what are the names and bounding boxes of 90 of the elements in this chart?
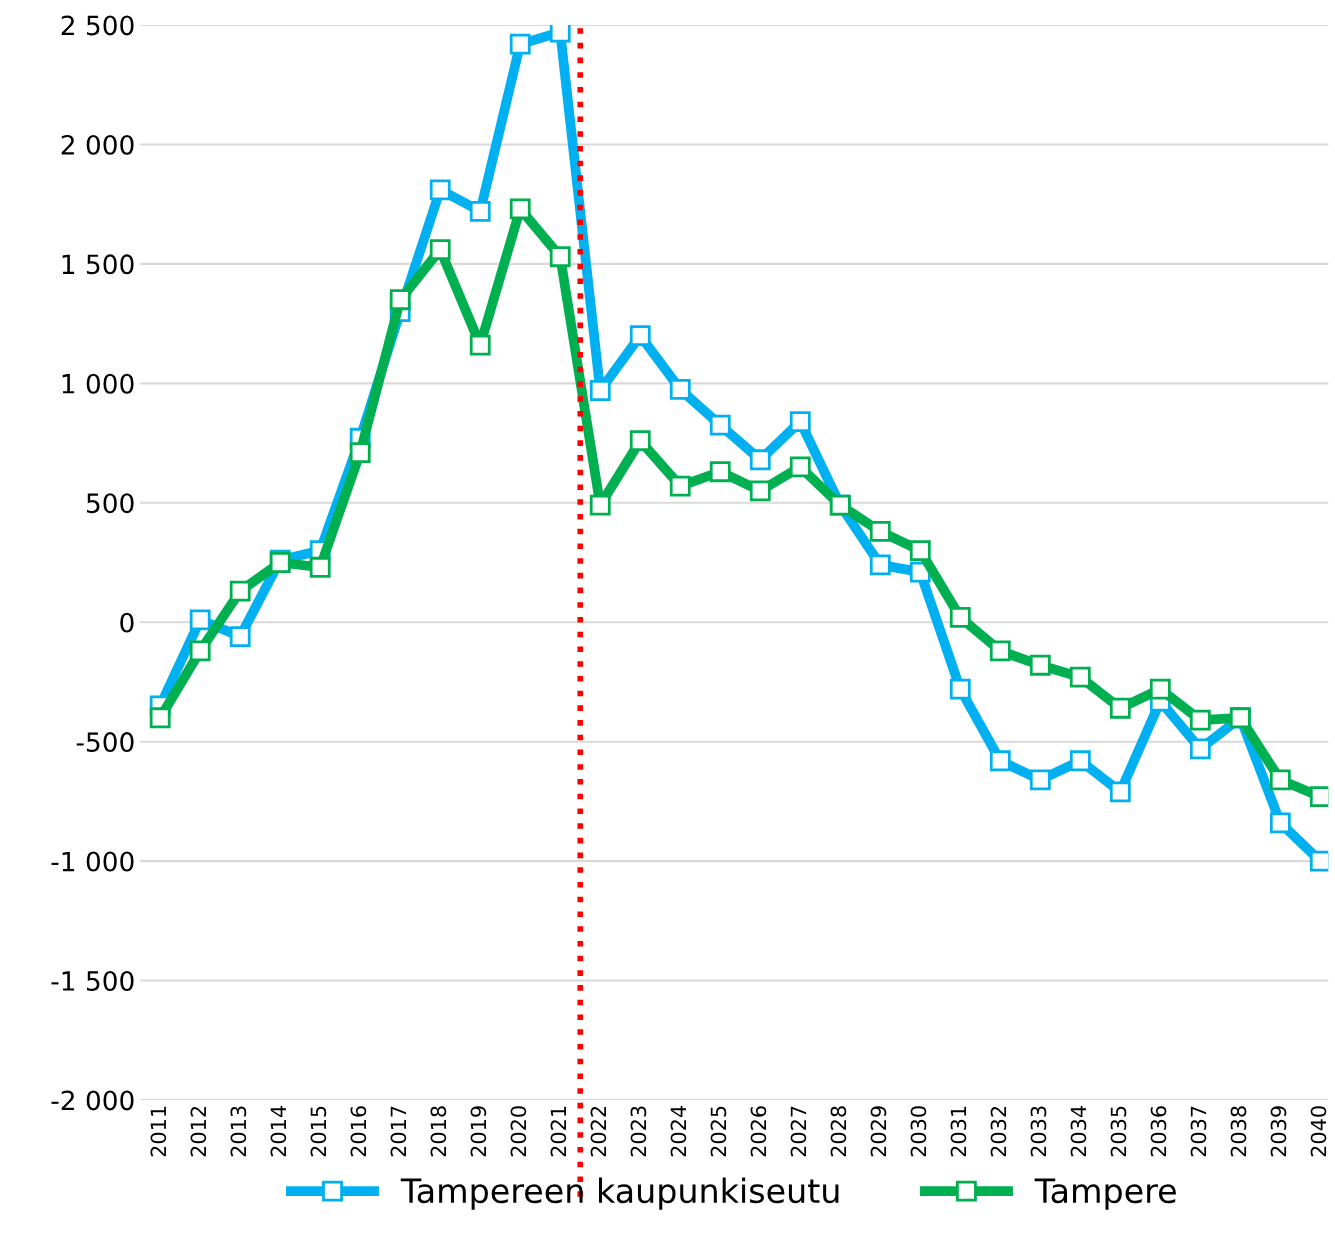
point	[1109, 781, 1131, 803]
point	[789, 411, 811, 432]
point	[429, 239, 451, 260]
point	[989, 640, 1011, 662]
x-tick-label: 2040	[1310, 1106, 1327, 1157]
point	[349, 442, 371, 464]
x-tick-label: 2020	[510, 1106, 527, 1157]
y-tick-label: 2 500	[61, 15, 134, 36]
x-tick-label: 2035	[1110, 1106, 1127, 1157]
y-tick-label: -1 500	[51, 971, 134, 991]
x-tick-label: 2015	[310, 1106, 327, 1157]
legend-label: Tampere	[1034, 1178, 1176, 1210]
x-tick-label: 2021	[550, 1106, 567, 1157]
y-tick-label: -2 000	[51, 1090, 134, 1111]
point	[749, 449, 771, 471]
point	[909, 540, 931, 561]
point	[669, 475, 691, 497]
point	[1029, 654, 1051, 676]
point	[389, 289, 411, 311]
x-tick-label: 2019	[470, 1106, 487, 1157]
point	[149, 707, 171, 729]
legend-label: Tampereen kaupunkiseutu	[400, 1177, 839, 1210]
point	[229, 580, 251, 602]
point	[949, 678, 971, 700]
point	[549, 25, 571, 43]
x-tick-label: 2033	[1030, 1106, 1047, 1157]
x-tick-label: 2030	[910, 1106, 927, 1157]
x-tick-label: 2012	[190, 1106, 207, 1157]
x-tick-label: 2013	[230, 1106, 247, 1157]
point	[429, 179, 451, 201]
point	[709, 414, 731, 436]
y-tick-label: 1 000	[62, 373, 134, 394]
y-tick-label: 500	[86, 493, 134, 514]
point	[1029, 769, 1051, 791]
x-tick-label: 2018	[430, 1106, 447, 1157]
point	[949, 607, 971, 628]
x-tick-label: 2017	[390, 1106, 407, 1157]
point	[789, 456, 811, 478]
point	[509, 198, 531, 220]
point	[309, 556, 331, 578]
x-tick-label: 2034	[1070, 1106, 1087, 1157]
x-tick-label: 2022	[590, 1106, 607, 1157]
x-tick-label: 2037	[1190, 1106, 1207, 1157]
x-tick-label: 2038	[1230, 1106, 1247, 1157]
point	[1309, 850, 1329, 872]
point	[869, 521, 891, 542]
point	[869, 554, 891, 576]
point	[629, 430, 651, 452]
x-tick-label: 2039	[1270, 1106, 1287, 1157]
x-tick-label: 2024	[670, 1106, 687, 1157]
x-tick-label: 2026	[750, 1106, 767, 1157]
point	[589, 380, 611, 401]
point	[469, 200, 491, 222]
point	[1149, 678, 1171, 700]
point	[1069, 666, 1091, 688]
x-tick-label: 2031	[950, 1106, 967, 1157]
point	[1069, 750, 1091, 772]
point	[1309, 786, 1329, 808]
y-tick-label: 0	[120, 612, 134, 633]
point	[229, 626, 251, 647]
x-tick-label: 2027	[790, 1106, 807, 1157]
point	[669, 378, 691, 400]
x-tick-label: 2032	[990, 1106, 1007, 1157]
point	[749, 480, 771, 502]
point	[709, 461, 731, 483]
point	[1189, 709, 1211, 731]
x-tick-label: 2025	[710, 1106, 727, 1157]
x-tick-label: 2036	[1150, 1106, 1167, 1157]
point	[189, 609, 211, 631]
point	[1269, 769, 1291, 791]
point	[989, 750, 1011, 772]
point	[589, 494, 611, 516]
x-tick-label: 2023	[630, 1106, 647, 1157]
x-tick-label: 2029	[870, 1106, 887, 1157]
y-tick-label: 1 500	[62, 254, 134, 275]
point	[189, 640, 211, 662]
point	[1269, 812, 1291, 834]
point	[469, 334, 491, 356]
y-tick-label: -500	[76, 732, 134, 753]
x-tick-label: 2016	[350, 1106, 367, 1157]
x-tick-label: 2014	[270, 1106, 287, 1157]
point	[549, 246, 571, 268]
x-tick-label: 2028	[830, 1106, 847, 1157]
point	[1109, 697, 1131, 719]
point	[1189, 738, 1211, 760]
y-tick-label: -1 000	[51, 851, 134, 872]
point	[509, 33, 531, 55]
x-tick-label: 2011	[150, 1106, 167, 1157]
y-tick-label: 2 000	[61, 134, 134, 155]
point	[629, 325, 651, 346]
